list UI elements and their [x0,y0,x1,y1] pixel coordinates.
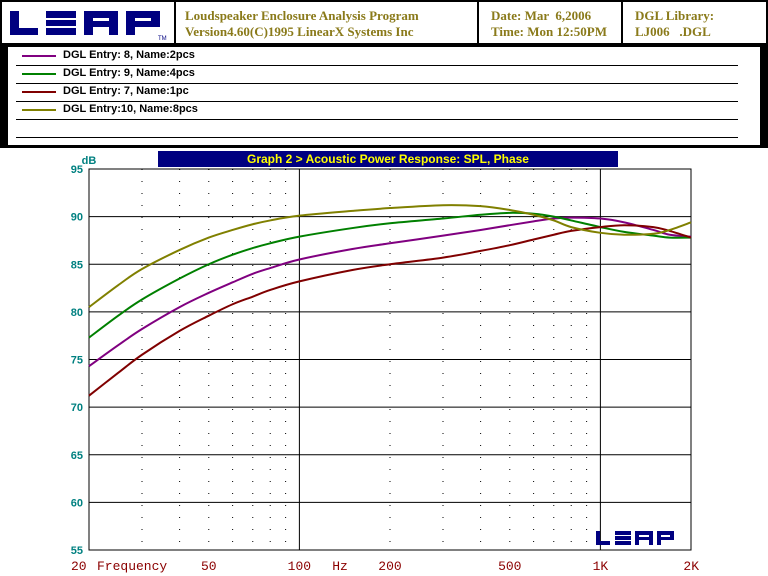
legend-item: DGL Entry: 7, Name:1pc [16,83,738,102]
date-text: Date: Mar 6,2006 [491,8,592,23]
x-tick-label: 100 [288,559,311,574]
date-info: Date: Mar 6,2006 Time: Mon 12:50PM [479,2,621,43]
library-info: DGL Library: LJ006 .DGL [623,2,766,43]
legend-swatch [22,73,56,75]
y-tick-label: 85 [71,259,83,271]
legend-swatch [22,109,56,111]
legend-label: DGL Entry: 8, Name:2pcs [63,49,195,61]
y-tick-label: 65 [71,450,83,462]
y-tick-label: 70 [71,402,83,414]
spl-chart: 95 90 85 80 75 70 65 60 55 dB 20 50 100 200 500 1K 2K Fre… [71,155,699,574]
x-tick-label: 2K [683,559,699,574]
y-tick-label: 90 [71,212,83,224]
leap-watermark-logo [596,531,674,545]
x-tick-label: 500 [498,559,521,574]
series-line-4 [88,204,692,308]
y-tick-label: 60 [71,497,83,509]
legend-item-empty [16,119,738,138]
program-title: Loudspeaker Enclosure Analysis Program [185,8,419,23]
y-axis-label: dB [82,155,97,167]
x-axis-unit: Hz [332,559,348,574]
library-file: LJ006 .DGL [635,24,711,39]
x-axis-label: Frequency [97,559,167,574]
chart-title: Graph 2 > Acoustic Power Response: SPL, … [158,151,618,167]
legend-item: DGL Entry: 8, Name:2pcs [16,47,738,66]
series-line-1 [88,216,692,367]
program-version: Version4.60(C)1995 LinearX Systems Inc [185,24,414,39]
leap-logo: TM [10,11,167,42]
legend-label: DGL Entry:10, Name:8pcs [63,103,198,115]
library-label: DGL Library: [635,8,715,23]
y-tick-label: 80 [71,307,83,319]
series-line-3 [88,224,692,397]
x-tick-label: 20 [71,559,87,574]
leap-logo-panel: TM [2,2,174,43]
x-tick-label: 50 [201,559,217,574]
series-line-2 [88,211,692,339]
y-tick-label: 75 [71,355,83,367]
legend-label: DGL Entry: 7, Name:1pc [63,85,189,97]
legend-swatch [22,55,56,57]
legend-swatch [22,91,56,93]
y-tick-label: 55 [71,545,83,557]
y-tick-label: 95 [71,164,83,176]
legend-panel: DGL Entry: 8, Name:2pcs DGL Entry: 9, Na… [8,47,760,145]
time-text: Time: Mon 12:50PM [491,24,608,39]
legend-label: DGL Entry: 9, Name:4pcs [63,67,195,79]
legend-item: DGL Entry:10, Name:8pcs [16,101,738,120]
x-tick-label: 1K [593,559,609,574]
program-info: Loudspeaker Enclosure Analysis Program V… [176,2,477,43]
logo-tm: TM [158,36,167,42]
legend-item: DGL Entry: 9, Name:4pcs [16,65,738,84]
x-tick-label: 200 [378,559,401,574]
chart-area: 95 90 85 80 75 70 65 60 55 dB 20 50 100 200 500 1K 2K Fre… [0,148,768,576]
